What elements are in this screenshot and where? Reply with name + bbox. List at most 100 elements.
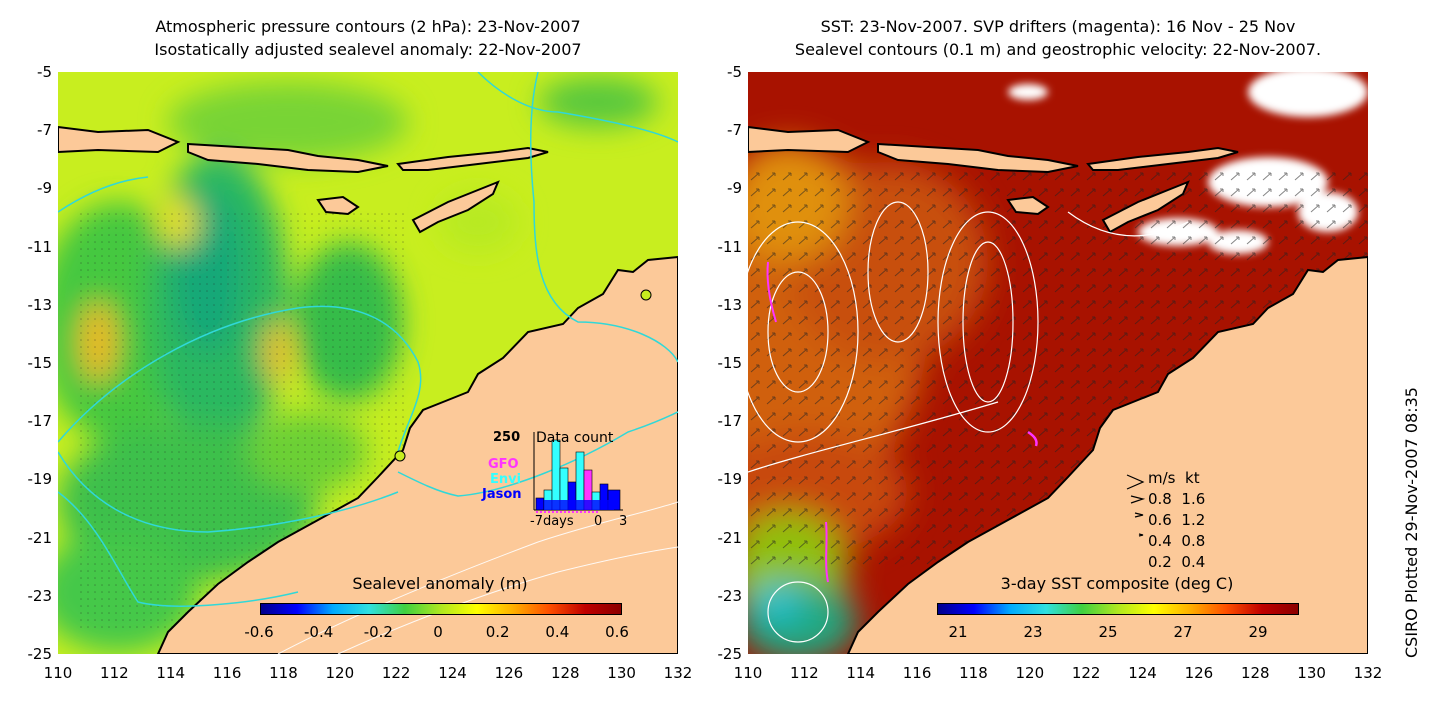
y-tick-label: -25 [27, 645, 53, 663]
y-tick-label: -19 [27, 470, 53, 489]
velocity-legend-arrows [1126, 474, 1146, 537]
inset-xtick: 3 [619, 514, 628, 529]
x-tick-label: 116 [212, 664, 242, 682]
svp-drifter-track [766, 261, 777, 323]
left-title-line2: Isostatically adjusted sealevel anomaly:… [154, 40, 582, 59]
x-tick-label: 132 [1353, 664, 1383, 682]
y-tick-label: -17 [717, 412, 743, 431]
y-tick-label: -7 [727, 121, 742, 140]
x-tick-label: 120 [325, 664, 355, 682]
x-tick-label: 122 [381, 664, 411, 682]
land-mass [58, 125, 678, 654]
colorbar-tick-label: -0.2 [363, 623, 393, 641]
colorbar-tick-label: 21 [948, 623, 968, 641]
y-tick-label: -17 [27, 412, 53, 431]
speed-kt: 0.8 [1181, 532, 1206, 550]
x-tick-label: 112 [790, 664, 819, 682]
y-tick-label: -9 [37, 179, 52, 198]
speed-kt: 0.4 [1181, 553, 1206, 571]
velocity-legend-row: 0.6 1.2 [1148, 510, 1205, 531]
velocity-legend-row: 0.2 0.4 [1148, 552, 1205, 573]
colorbar-tick-label: 23 [1023, 623, 1043, 641]
x-tick-label: 122 [1071, 664, 1101, 682]
colorbar-tick-label: -0.4 [304, 623, 334, 641]
x-tick-label: 112 [100, 664, 129, 682]
left-map [58, 72, 678, 654]
speed-ms: 0.4 [1148, 532, 1172, 550]
x-tick-label: 120 [1015, 664, 1045, 682]
y-tick-label: -11 [27, 237, 53, 256]
x-tick-label: 110 [43, 664, 73, 682]
velocity-legend-row: 0.8 1.6 [1148, 489, 1205, 510]
sealevel-contours [748, 201, 1189, 643]
y-tick-label: -21 [717, 528, 743, 547]
inset-legend-jason: Jason [482, 487, 522, 502]
colorbar-tick-label: 0 [433, 623, 443, 641]
pressure-contours [58, 72, 678, 607]
velocity-legend: m/s kt 0.8 1.6 0.6 1.2 0.4 0.8 0.2 0.4 [1148, 468, 1205, 573]
x-tick-label: 110 [733, 664, 763, 682]
left-title-line1: Atmospheric pressure contours (2 hPa): 2… [155, 17, 581, 36]
colorbar-tick-label: 27 [1173, 623, 1193, 641]
inset-title: Data count [536, 430, 614, 446]
velocity-legend-header: m/s kt [1148, 468, 1205, 489]
y-tick-label: -23 [717, 586, 743, 605]
right-title-line2: Sealevel contours (0.1 m) and geostrophi… [794, 40, 1322, 59]
speed-ms: 0.2 [1148, 553, 1172, 571]
y-tick-label: -13 [27, 295, 53, 314]
inset-legend-envi: Envi [490, 472, 522, 487]
inset-legend-gfo: GFO [488, 457, 519, 472]
inset-xtick: 0 [594, 514, 603, 529]
y-tick-label: -5 [727, 63, 742, 81]
y-tick-label: -19 [717, 470, 743, 489]
x-tick-label: 132 [663, 664, 693, 682]
x-tick-label: 124 [438, 664, 467, 682]
left-colorbar [260, 603, 622, 615]
colorbar-tick-label: 0.4 [545, 623, 570, 641]
velocity-legend-row: 0.4 0.8 [1148, 531, 1205, 552]
x-tick-label: 118 [269, 664, 298, 682]
drifter-marker [640, 289, 652, 301]
speed-ms: 0.6 [1148, 511, 1172, 529]
x-tick-label: 130 [1297, 664, 1326, 682]
colorbar-tick-label: 0.6 [605, 623, 629, 641]
y-tick-label: -21 [27, 528, 53, 547]
data-count-inset [533, 432, 623, 513]
y-tick-label: -23 [27, 586, 53, 605]
x-tick-label: 114 [846, 664, 876, 682]
speed-ms: 0.8 [1148, 490, 1172, 508]
y-tick-label: -7 [37, 121, 52, 140]
drifter-marker [394, 450, 406, 462]
svp-drifter-track [825, 521, 829, 583]
y-tick-label: -13 [717, 295, 743, 314]
inset-max-label: 250 [493, 430, 521, 445]
colorbar-tick-label: -0.6 [244, 623, 274, 641]
credit-text: CSIRO Plotted 29-Nov-2007 08:35 [1402, 387, 1421, 658]
left-colorbar-title: Sealevel anomaly (m) [352, 574, 528, 593]
right-map [748, 72, 1368, 654]
x-tick-label: 126 [494, 664, 524, 682]
x-tick-label: 118 [959, 664, 988, 682]
right-colorbar-title: 3-day SST composite (deg C) [1000, 574, 1234, 593]
speed-kt: 1.2 [1181, 511, 1206, 529]
land-contours [277, 501, 678, 654]
right-colorbar [937, 603, 1299, 615]
x-tick-label: 128 [1240, 664, 1270, 682]
y-tick-label: -25 [717, 645, 743, 663]
y-tick-label: -15 [27, 354, 53, 372]
speed-kt: 1.6 [1181, 490, 1206, 508]
inset-xtick: -7days [530, 514, 574, 529]
header-ms: m/s [1148, 469, 1176, 487]
x-tick-label: 124 [1128, 664, 1157, 682]
colorbar-tick-label: 25 [1098, 623, 1118, 641]
x-tick-label: 130 [607, 664, 636, 682]
svp-drifter-track [1027, 430, 1038, 447]
x-tick-label: 116 [902, 664, 932, 682]
x-tick-label: 114 [156, 664, 186, 682]
x-tick-label: 128 [550, 664, 580, 682]
y-tick-label: -11 [717, 237, 743, 256]
y-tick-label: -15 [717, 354, 743, 372]
header-kt: kt [1185, 469, 1200, 487]
land-mass [748, 125, 1368, 654]
right-title-line1: SST: 23-Nov-2007. SVP drifters (magenta)… [820, 17, 1296, 36]
